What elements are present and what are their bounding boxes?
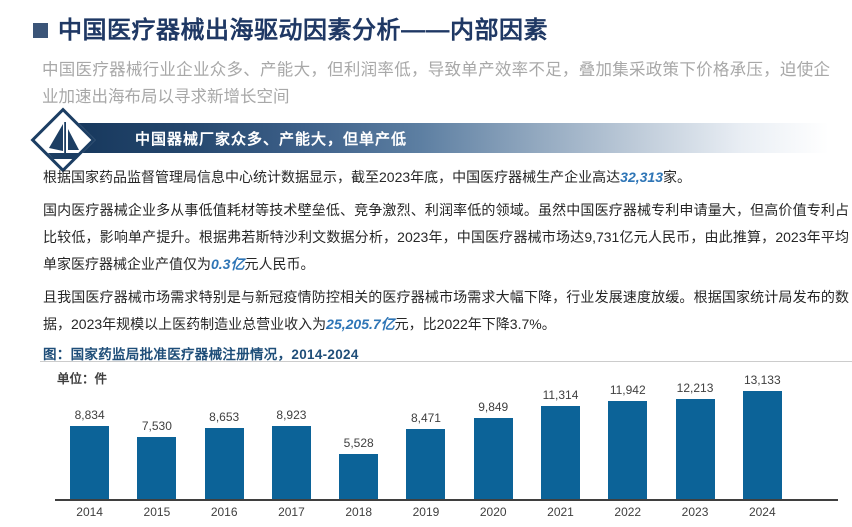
x-axis-label: 2021 [547, 505, 574, 519]
chart-column-2024: 13,133 [729, 369, 796, 499]
bar-value-label: 13,133 [743, 373, 781, 387]
body-text-segment: 国内医疗器械企业多从事低值耗材等技术壁垒低、竞争激烈、利润率低的领域。虽然中国医… [43, 202, 849, 272]
chart-column-2015: 7,530 [123, 369, 190, 499]
x-axis-label: 2015 [143, 505, 171, 519]
body-paragraph: 根据国家药品监督管理局信息中心统计数据显示，截至2023年底，中国医疗器械生产企… [43, 164, 849, 191]
highlighted-figure: 0.3亿 [211, 256, 245, 272]
x-axis-label: 2014 [76, 505, 103, 519]
bar-2016 [204, 428, 244, 499]
bar-value-label: 8,834 [74, 408, 105, 422]
bar-2022 [608, 401, 648, 499]
chart-unit-label: 单位：件 [57, 372, 108, 386]
section-banner-label: 中国器械厂家众多、产能大，但单产低 [135, 130, 408, 148]
chart-column-2022: 11,942 [594, 369, 661, 499]
bar-2024 [742, 391, 782, 499]
bar-2023 [675, 399, 715, 499]
bar-value-label: 12,213 [676, 381, 714, 395]
x-axis-label: 2020 [479, 505, 507, 519]
x-axis-label: 2018 [345, 505, 373, 519]
x-axis-label: 2022 [614, 505, 642, 519]
bar-value-label: 8,653 [209, 410, 240, 424]
body-text-segment: 且我国医疗器械市场需求特别是与新冠疫情防控相关的医疗器械市场需求大幅下降，行业发… [43, 289, 849, 332]
sailboat-icon [48, 122, 82, 159]
chart-year-labels: 2014 2015 2016 2017 2018 2019 2020 2021 2022 2023… [56, 505, 796, 519]
bar-value-label: 5,528 [343, 436, 374, 450]
bar-2021 [540, 406, 580, 499]
title-bullet-icon [33, 23, 48, 38]
bar-value-label: 8,471 [410, 411, 441, 425]
chart-column-2020: 9,849 [460, 369, 527, 499]
body-paragraph: 国内医疗器械企业多从事低值耗材等技术壁垒低、竞争激烈、利润率低的领域。虽然中国医… [43, 197, 849, 278]
bar-value-label: 11,314 [542, 388, 579, 402]
chart-column-2016: 8,653 [191, 369, 258, 499]
bar-2020 [473, 418, 513, 499]
page-subtitle: 中国医疗器械行业企业众多、产能大，但利润率低，导致单产效率不足，叠加集采政策下价… [42, 61, 830, 106]
x-axis-label: 2024 [748, 505, 776, 519]
chart-x-axis-line [55, 499, 838, 501]
bar-2017 [271, 426, 311, 499]
chart-title: 图：国家药监局批准医疗器械注册情况，2014-2024 [43, 347, 359, 362]
section-banner: 中国器械厂家众多、产能大，但单产低 [68, 123, 852, 153]
page-title: 中国医疗器械出海驱动因素分析——内部因素 [58, 17, 548, 44]
chart-column-2017: 8,923 [258, 369, 325, 499]
bar-2015 [137, 437, 177, 499]
x-axis-label: 2017 [278, 505, 305, 519]
body-text-segment: 元，比2022年下降3.7%。 [394, 316, 556, 332]
chart-column-2014: 8,834 [56, 369, 123, 499]
bar-value-label: 11,942 [609, 383, 646, 397]
body-text: 根据国家药品监督管理局信息中心统计数据显示，截至2023年底，中国医疗器械生产企… [43, 164, 849, 344]
chart-bars: 8,834 7,530 8,653 8,923 5,528 8,471 9,849 11,31… [56, 369, 796, 499]
highlighted-figure: 32,313 [620, 169, 663, 185]
body-text-segment: 家。 [662, 169, 691, 185]
chart-column-2019: 8,471 [392, 369, 459, 499]
body-paragraph: 且我国医疗器械市场需求特别是与新冠疫情防控相关的医疗器械市场需求大幅下降，行业发… [43, 284, 849, 338]
chart-column-2021: 11,314 [527, 369, 594, 499]
x-axis-label: 2019 [412, 505, 440, 519]
body-text-segment: 元人民币。 [244, 256, 315, 272]
chart-title-divider [40, 361, 852, 362]
x-axis-label: 2016 [210, 505, 238, 519]
bar-2019 [406, 429, 446, 499]
bar-2018 [339, 454, 379, 499]
bar-2014 [70, 426, 110, 499]
bar-value-label: 7,530 [141, 419, 172, 433]
bar-value-label: 8,923 [276, 408, 307, 422]
highlighted-figure: 25,205.7亿 [326, 316, 395, 332]
chart-column-2018: 5,528 [325, 369, 392, 499]
x-axis-label: 2023 [681, 505, 709, 519]
body-text-segment: 根据国家药品监督管理局信息中心统计数据显示，截至2023年底，中国医疗器械生产企… [43, 169, 621, 185]
bar-value-label: 9,849 [478, 400, 509, 414]
chart-column-2023: 12,213 [661, 369, 728, 499]
